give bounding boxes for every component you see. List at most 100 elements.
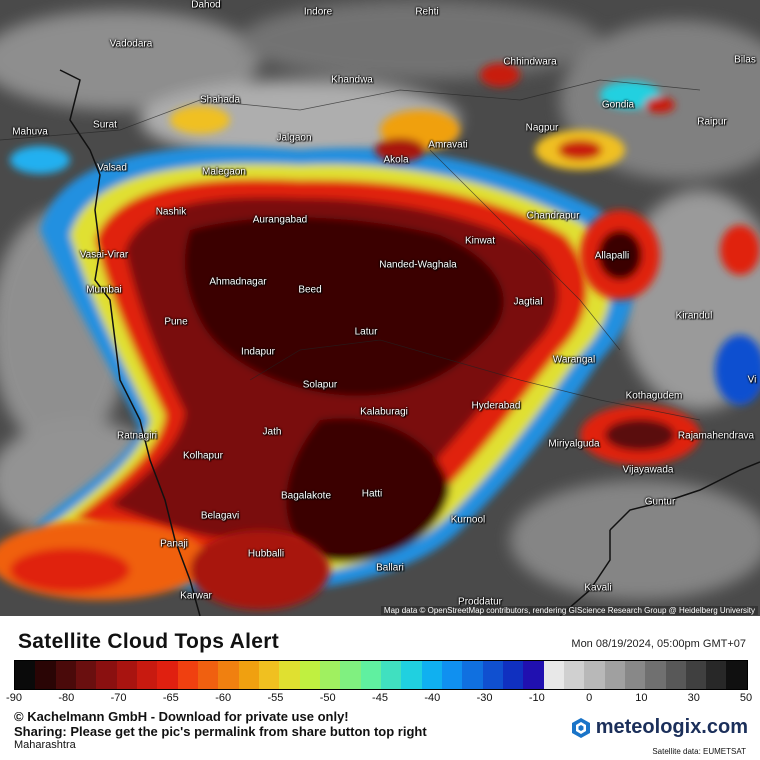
city-label: Vijayawada [622,464,674,476]
city-label: Bagalakote [280,490,332,502]
scale-tick-label: -30 [476,692,493,704]
color-swatch [258,661,280,689]
scale-tick-label: -45 [372,692,388,704]
color-swatch [685,661,707,689]
color-swatch [604,661,625,689]
scale-tick-label: -60 [215,692,232,704]
scale-tick-label: -90 [6,692,22,704]
color-swatch [157,661,178,689]
color-swatch [238,661,259,689]
city-label: Miriyalguda [548,438,600,450]
color-swatch [299,661,320,689]
color-swatch [197,661,219,689]
meteologix-logo-icon [571,717,590,738]
city-label: Kinwat [464,235,496,247]
color-swatch [502,661,524,689]
city-label: Ballari [376,562,404,574]
color-swatch [401,661,422,689]
scale-tick-label: -50 [319,692,336,704]
color-swatch [55,661,76,689]
city-label: Dahod [191,0,221,11]
city-label: Belagavi [200,510,240,522]
city-label: Gondia [601,99,635,111]
city-label: Khandwa [331,74,373,86]
city-label: Kolhapur [182,450,224,462]
scale-tick-label: -65 [162,692,179,704]
color-swatch [726,661,747,689]
city-label: Surat [93,119,117,131]
color-swatch [15,661,36,689]
color-swatch [35,661,56,689]
city-label: Rehti [415,6,439,18]
satellite-map: Dahod Indore Rehti Vadodara Chhindwara B… [0,0,760,616]
color-swatch [584,661,605,689]
city-label: Guntur [644,496,676,508]
color-swatch [563,661,585,689]
legend-footer: Satellite Cloud Tops Alert Mon 08/19/202… [0,616,760,760]
timestamp: Mon 08/19/2024, 05:00pm GMT+07 [571,638,746,650]
color-swatch [96,661,117,689]
city-label: Mumbai [86,284,122,296]
color-swatch [645,661,666,689]
color-swatch [75,661,97,689]
scale-tick-label: 50 [739,692,753,704]
color-swatch [665,661,686,689]
city-label: Akola [383,154,409,166]
cloud-imagery [0,0,760,616]
city-label: Mahuva [12,126,48,138]
city-label: Jalgaon [276,132,312,144]
city-label: Hatti [361,488,383,500]
scale-tick-label: 10 [635,692,648,704]
scale-tick-label: 0 [586,692,593,704]
color-swatch [441,661,463,689]
color-scale-ticks: -90 -80 -70 -65 -60 -55 -50 -45 -40 -30 -10 0 10 30 50 [6,692,752,706]
color-swatch [116,661,137,689]
city-label: Jagtial [513,296,543,308]
city-label: Jath [262,426,282,438]
color-swatch [380,661,402,689]
brand-name: meteologix.com [595,716,748,738]
city-label: Nashik [155,206,187,218]
city-label: Latur [354,326,378,338]
satellite-source: Satellite data: EUMETSAT [652,747,746,756]
city-label: Shahada [199,94,241,106]
city-label: Rajamahendrava [677,430,755,442]
city-label: Panaji [160,538,188,550]
copyright-notice: © Kachelmann GmbH - Download for private… [14,709,349,724]
scale-tick-label: -70 [110,692,127,704]
color-swatch [340,661,361,689]
color-swatch [482,661,503,689]
color-swatch [360,661,381,689]
scale-tick-label: -80 [58,692,75,704]
color-swatch [218,661,239,689]
city-label: Pune [164,316,188,328]
city-label: Solapur [302,379,338,391]
city-label: Karwar [180,590,212,602]
city-label: Kalaburagi [360,406,408,418]
city-label: Vadodara [109,38,153,50]
color-swatch [279,661,300,689]
city-label: Hubballi [247,548,285,560]
color-swatch [319,661,341,689]
city-label: Amravati [428,139,468,151]
city-label: Valsad [97,162,127,174]
city-label: Kavali [584,582,612,594]
city-label: Kothagudem [625,390,683,402]
brand-logo[interactable]: meteologix.com [570,716,748,739]
city-label: Nanded-Waghala [379,259,457,271]
city-label: Warangal [552,354,596,366]
color-swatch [421,661,442,689]
color-swatch [706,661,727,689]
color-scale-bar [14,660,748,690]
page-title: Satellite Cloud Tops Alert [18,630,279,653]
city-label: Bilas [734,54,756,66]
region-label: Maharashtra [14,739,76,751]
sharing-notice: Sharing: Please get the pic's permalink … [14,724,427,739]
scale-tick-label: -10 [528,692,545,704]
city-label: Allapalli [594,250,630,262]
city-label: Ratnagiri [116,430,158,442]
color-swatch [177,661,198,689]
city-label: Kurnool [450,514,486,526]
scale-tick-label: -40 [424,692,441,704]
city-label: Vasai-Virar [79,249,129,261]
